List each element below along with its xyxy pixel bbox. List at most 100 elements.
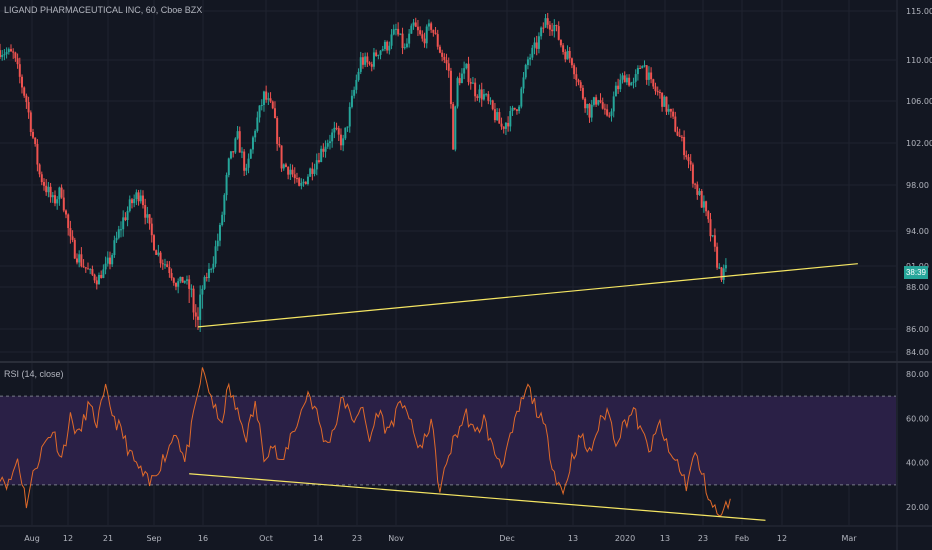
price-axis-tick-label: 115.00 xyxy=(906,7,932,16)
price-candle-body xyxy=(669,108,672,112)
price-candle-body xyxy=(573,65,576,75)
price-candle-body xyxy=(676,131,679,136)
price-candle-body xyxy=(315,160,318,170)
rsi-axis-tick-label: 80.00 xyxy=(906,370,929,379)
price-candle-body xyxy=(368,62,371,65)
price-candle-body xyxy=(403,47,406,49)
price-candle-body xyxy=(280,145,283,169)
price-candle-body xyxy=(456,78,459,107)
price-candle-body xyxy=(320,148,323,162)
time-axis-tick-label: Dec xyxy=(499,534,514,543)
price-candle-body xyxy=(590,104,593,118)
price-candle-body xyxy=(592,97,595,105)
price-candle-body xyxy=(9,49,12,52)
price-candle-body xyxy=(130,199,133,204)
price-trendline[interactable] xyxy=(197,263,858,328)
price-candle-body xyxy=(452,104,455,150)
price-candle-body xyxy=(146,214,149,218)
price-candle-body xyxy=(20,76,23,88)
price-candle-body xyxy=(634,74,637,82)
price-candle-body xyxy=(694,183,697,185)
price-candle-body xyxy=(705,201,708,212)
time-axis-tick-label: Feb xyxy=(735,534,749,543)
price-candle-body xyxy=(614,85,617,97)
price-candle-body xyxy=(291,169,294,175)
price-candle-body xyxy=(650,72,653,80)
price-candle-body xyxy=(350,95,353,107)
price-candle-body xyxy=(27,102,30,113)
price-candle-body xyxy=(5,52,8,55)
price-candle-body xyxy=(698,191,701,195)
price-candle-body xyxy=(469,81,472,84)
time-axis-tick-label: 2020 xyxy=(615,534,635,543)
price-candle-body xyxy=(148,214,151,224)
price-candle-body xyxy=(379,50,382,55)
price-candle-body xyxy=(700,191,703,208)
price-candle-body xyxy=(1,54,4,58)
price-candle-body xyxy=(522,77,525,89)
rsi-trendline[interactable] xyxy=(189,473,766,521)
price-candle-body xyxy=(502,126,505,129)
time-axis-tick-label: Mar xyxy=(841,534,857,543)
last-price-tag: 38:39 xyxy=(904,266,928,279)
price-candle-body xyxy=(232,151,235,153)
price-candle-body xyxy=(216,240,219,247)
time-axis-tick-label: 23 xyxy=(698,534,708,543)
price-candle-body xyxy=(608,115,611,117)
price-candle-body xyxy=(423,38,426,44)
price-candle-body xyxy=(126,210,129,221)
price-candle-body xyxy=(245,167,248,171)
chart-title: LIGAND PHARMACEUTICAL INC, 60, Cboe BZX xyxy=(4,5,203,15)
price-candle-body xyxy=(273,108,276,119)
price-candle-body xyxy=(683,136,686,156)
price-candle-body xyxy=(115,237,118,241)
price-candle-body xyxy=(359,57,362,72)
price-candle-body xyxy=(163,264,166,266)
price-candle-body xyxy=(346,126,349,128)
price-axis-tick-label: 94.00 xyxy=(906,227,929,236)
price-candle-body xyxy=(577,79,580,83)
price-candle-body xyxy=(430,23,433,30)
price-candle-body xyxy=(62,197,65,211)
rsi-axis-tick-label: 60.00 xyxy=(906,414,929,423)
price-candle-body xyxy=(445,59,448,64)
price-candle-body xyxy=(155,250,158,255)
price-candle-body xyxy=(348,106,351,127)
price-candle-body xyxy=(100,274,103,278)
price-candle-body xyxy=(300,182,303,186)
price-candle-body xyxy=(548,24,551,30)
price-candle-body xyxy=(331,132,334,142)
price-candle-body xyxy=(597,100,600,105)
price-candle-body xyxy=(236,131,239,139)
price-candle-body xyxy=(524,65,527,78)
price-candle-body xyxy=(14,52,17,59)
price-candle-body xyxy=(172,278,175,283)
price-candle-body xyxy=(603,108,606,110)
price-candle-body xyxy=(23,87,26,96)
price-candle-body xyxy=(584,98,587,109)
rsi-indicator-title[interactable]: RSI (14, close) xyxy=(4,369,64,379)
rsi-axis[interactable]: 80.00 60.00 40.00 20.00 xyxy=(906,370,929,512)
price-candle-body xyxy=(674,116,677,132)
price-candle-body xyxy=(511,107,514,112)
price-candle-body xyxy=(606,109,609,116)
time-axis[interactable]: Aug 12 21 Sep 16 Oct 14 23 Nov Dec 13 2020 13 23 Feb 12… xyxy=(24,534,857,543)
price-candle-body xyxy=(390,34,393,46)
price-candle-body xyxy=(141,195,144,206)
price-candle-body xyxy=(427,23,430,27)
price-candle-body xyxy=(542,27,545,29)
price-candle-body xyxy=(67,214,70,229)
price-candle-body xyxy=(60,187,63,198)
price-candle-body xyxy=(93,274,96,281)
price-candle-body xyxy=(601,102,604,109)
price-candle-body xyxy=(31,131,34,138)
price-candle-body xyxy=(269,98,272,102)
price-candle-body xyxy=(355,79,358,90)
price-candle-body xyxy=(610,111,613,116)
price-candle-body xyxy=(487,94,490,101)
time-axis-tick-label: Aug xyxy=(24,534,40,543)
price-axis[interactable]: 115.00110.00106.00102.0098.0094.0091.008… xyxy=(906,7,932,357)
time-axis-tick-label: 23 xyxy=(352,534,362,543)
price-candle-body xyxy=(421,34,424,39)
price-candle-body xyxy=(311,168,314,174)
